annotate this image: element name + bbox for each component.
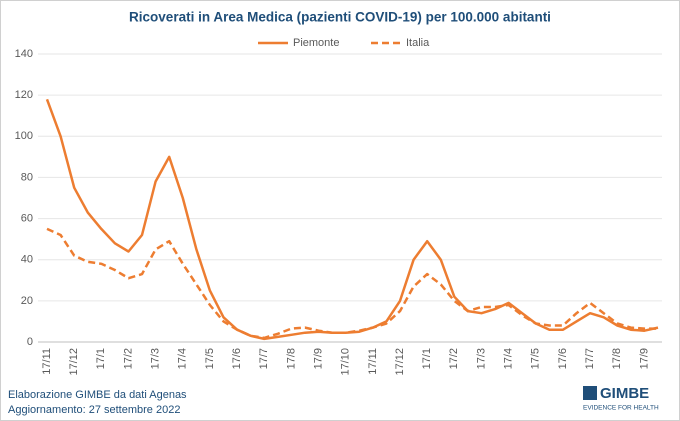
y-tick-label: 140 [15,48,33,60]
x-tick-label: 17/9 [312,348,324,369]
x-tick-label: 17/10 [340,348,352,376]
x-tick-label: 17/3 [150,348,162,369]
y-tick-label: 60 [21,212,33,224]
x-tick-label: 17/11 [41,348,53,375]
x-tick-label: 17/5 [204,348,216,369]
x-tick-label: 17/8 [611,348,623,369]
x-tick-label: 17/4 [177,348,189,369]
x-tick-label: 17/7 [258,348,270,369]
y-tick-label: 20 [21,295,33,307]
x-tick-label: 17/9 [638,348,650,369]
chart-title: Ricoverati in Area Medica (pazienti COVI… [129,10,551,25]
legend-label: Italia [406,37,430,49]
x-tick-label: 17/8 [285,348,297,369]
x-tick-label: 17/12 [394,348,406,376]
y-tick-label: 100 [15,130,33,142]
x-tick-label: 17/5 [530,348,542,369]
footer-line: Aggiornamento: 27 settembre 2022 [8,404,180,416]
x-tick-label: 17/6 [557,348,569,369]
x-tick-label: 17/6 [231,348,243,369]
x-tick-label: 17/1 [95,348,107,369]
y-tick-label: 40 [21,254,33,266]
x-tick-label: 17/2 [448,348,460,369]
logo-tagline: EVIDENCE FOR HEALTH [583,405,659,412]
y-tick-label: 120 [15,89,33,101]
logo-icon [583,386,597,400]
y-tick-label: 0 [27,336,33,348]
footer-line: Elaborazione GIMBE da dati Agenas [8,389,187,401]
legend-label: Piemonte [293,37,339,49]
x-tick-label: 17/4 [503,348,515,369]
x-tick-label: 17/3 [475,348,487,369]
x-tick-label: 17/1 [421,348,433,369]
x-tick-label: 17/11 [367,348,379,375]
logo-name: GIMBE [600,385,649,402]
x-tick-label: 17/12 [68,348,80,376]
x-tick-label: 17/2 [122,348,134,369]
line-series [46,227,658,340]
y-tick-label: 80 [21,171,33,183]
x-tick-label: 17/7 [584,348,596,369]
